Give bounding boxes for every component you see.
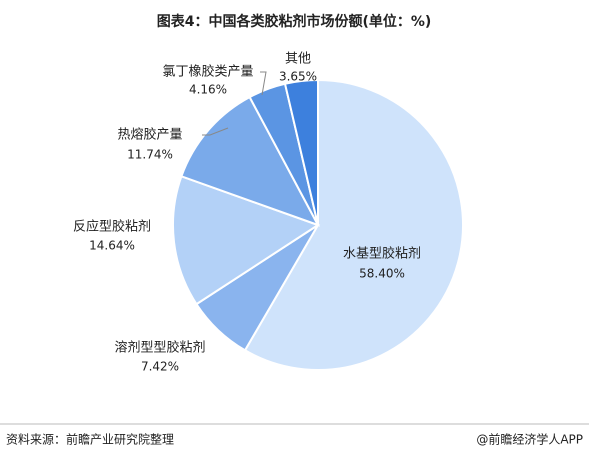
- pie-slice: [180, 95, 321, 227]
- slice-label: 氯丁橡胶类产量: [162, 64, 253, 80]
- pie-slice: [172, 175, 321, 306]
- slice-label: 反应型胶粘剂: [73, 219, 151, 235]
- pie-slice: [283, 78, 319, 226]
- value-label: 11.74%: [127, 148, 173, 162]
- slice-label: 其他: [285, 52, 311, 67]
- value-label: 4.16%: [189, 83, 227, 97]
- footer-source: 资料来源：前瞻产业研究院整理: [6, 432, 174, 447]
- chart-title: 图表4：中国各类胶粘剂市场份额(单位：%): [157, 13, 432, 30]
- leader-line: [260, 71, 267, 96]
- value-label: 3.65%: [279, 70, 317, 84]
- value-label: 7.42%: [141, 360, 179, 374]
- slice-label: 热熔胶产量: [117, 127, 182, 143]
- value-label: 58.40%: [359, 267, 405, 281]
- value-label: 14.64%: [89, 239, 135, 253]
- slice-label: 水基型胶粘剂: [343, 246, 421, 262]
- leader-line: [202, 127, 229, 136]
- slice-label: 溶剂型型胶粘剂: [114, 340, 205, 356]
- pie-slice: [243, 78, 464, 371]
- footer-brand: @前瞻经济学人APP: [476, 432, 583, 447]
